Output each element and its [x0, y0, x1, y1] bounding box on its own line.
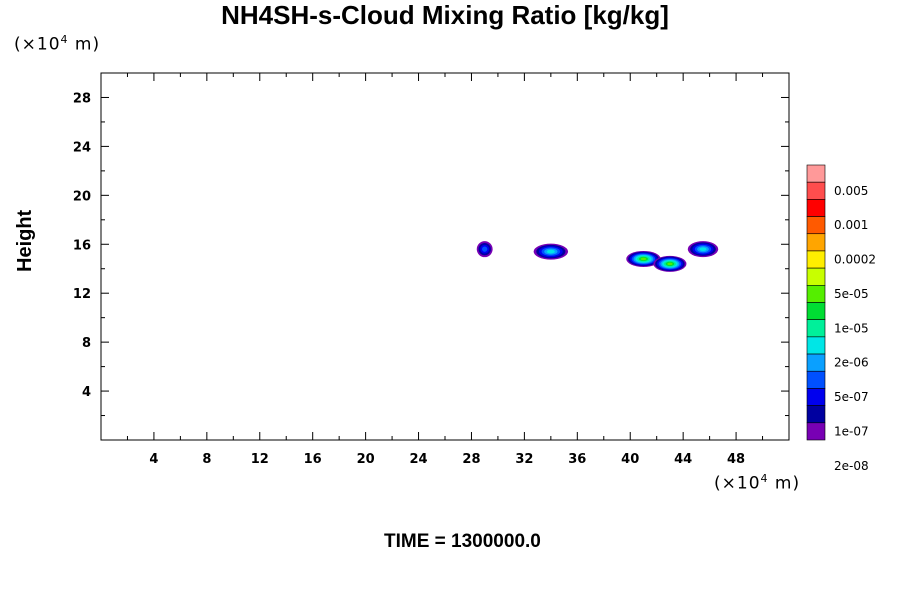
x-tick-label: 16 [304, 452, 322, 467]
colorbar-label: 2e-06 [834, 356, 869, 370]
colorbar-label: 5e-05 [834, 287, 869, 301]
colorbar-swatch [806, 164, 826, 183]
cloud-feature [626, 250, 661, 267]
colorbar-label: 5e-07 [834, 390, 869, 404]
y-tick-label: 4 [82, 385, 91, 400]
colorbar-swatch [806, 422, 826, 441]
y-tick-label: 16 [73, 238, 91, 253]
cloud-contour [482, 246, 488, 252]
colorbar-label: 2e-08 [834, 459, 869, 473]
x-tick-label: 40 [621, 452, 639, 467]
y-tick-label: 8 [82, 336, 91, 351]
y-axis-unit: (×104 m) [14, 33, 101, 55]
colorbar-label: 0.0002 [834, 253, 876, 267]
x-tick-label: 28 [462, 452, 480, 467]
colorbar-label: 0.001 [834, 218, 868, 232]
x-tick-label: 48 [727, 452, 745, 467]
colorbar-swatch [806, 336, 826, 355]
colorbar-swatch [806, 250, 826, 269]
colorbar-swatch [806, 216, 826, 235]
colorbar-swatch [806, 302, 826, 320]
cloud-contour [546, 249, 555, 254]
chart-title: NH4SH-s-Cloud Mixing Ratio [kg/kg] [221, 0, 669, 30]
cloud-contour [667, 262, 673, 266]
colorbar-swatch [806, 181, 826, 200]
y-tick-label: 28 [73, 91, 91, 106]
x-tick-label: 32 [515, 452, 533, 467]
colorbar-label: 1e-05 [834, 321, 869, 335]
colorbar-swatch [806, 319, 826, 338]
x-tick-label: 8 [202, 452, 211, 467]
cloud-contour [640, 257, 647, 261]
cloud-feature [687, 241, 719, 258]
y-tick-label: 20 [73, 189, 91, 204]
colorbar-swatch [806, 199, 826, 217]
x-tick-label: 24 [409, 452, 427, 467]
cloud-feature [653, 255, 687, 272]
colorbar-swatch [806, 285, 826, 303]
colorbar-swatch [806, 405, 826, 424]
colorbar-swatch [806, 370, 826, 389]
cloud-feature [476, 241, 493, 258]
plot-frame [100, 72, 790, 441]
x-axis-unit: (×104 m) [714, 472, 801, 494]
y-tick-label: 24 [73, 140, 91, 155]
colorbar-swatch [806, 233, 826, 252]
y-tick-label: 12 [73, 287, 91, 302]
x-tick-label: 12 [251, 452, 269, 467]
cloud-contour [699, 247, 707, 252]
x-tick-label: 4 [149, 452, 158, 467]
colorbar-swatch [806, 267, 826, 286]
x-tick-label: 44 [674, 452, 692, 467]
cloud-feature [533, 243, 569, 260]
colorbar-label: 1e-07 [834, 424, 869, 438]
colorbar-swatch [806, 388, 826, 406]
x-tick-label: 20 [357, 452, 375, 467]
x-tick-label: 36 [568, 452, 586, 467]
colorbar-swatch [806, 353, 826, 372]
colorbar-label: 0.005 [834, 184, 868, 198]
time-label: TIME = 1300000.0 [384, 531, 541, 552]
